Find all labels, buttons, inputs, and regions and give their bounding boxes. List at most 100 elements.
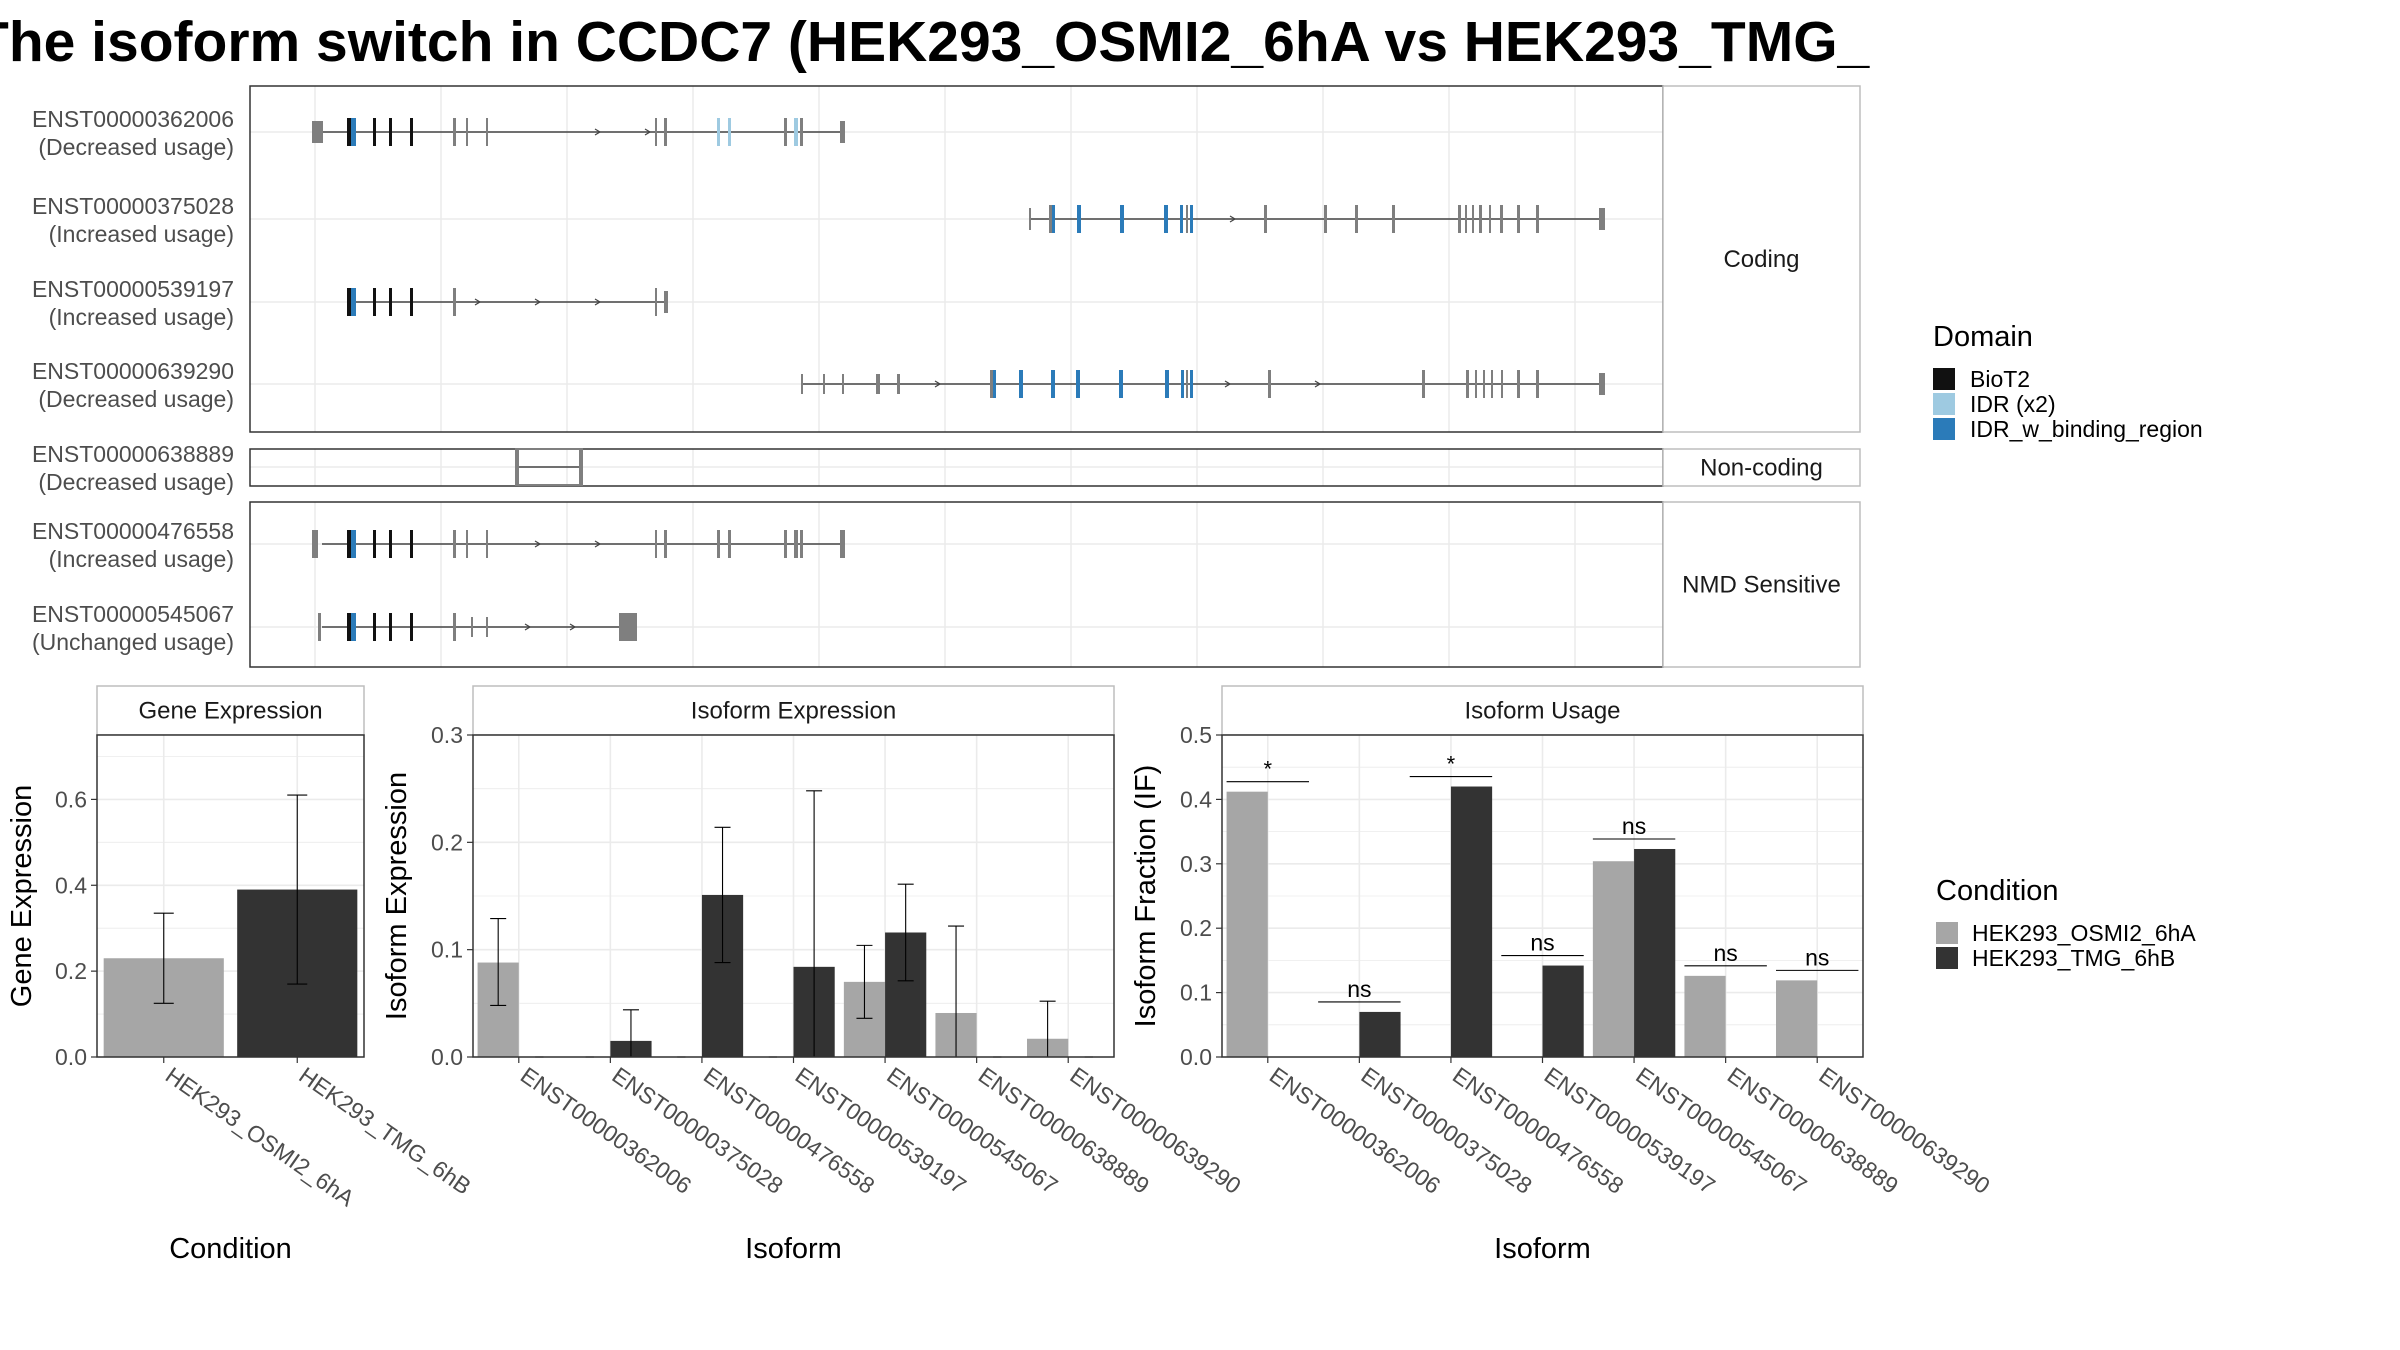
y-tick-label: 0.1 [431, 937, 463, 963]
y-tick-label: 0.0 [1180, 1044, 1212, 1070]
structure-group-strip [1662, 85, 1861, 433]
exon [466, 118, 468, 146]
domain-legend-label: BioT2 [1970, 366, 2030, 392]
exon [800, 118, 803, 146]
x-tick-label: ENST00000545067 [882, 1062, 1062, 1199]
isoform-row-ENST00000362006: ENST00000362006(Decreased usage) [32, 106, 845, 160]
exon [1599, 208, 1605, 230]
significance-label: * [1447, 752, 1456, 777]
isoform-id-label: ENST00000362006 [32, 106, 234, 132]
exon [1472, 205, 1474, 233]
panel-strip [96, 685, 365, 736]
exon [897, 374, 900, 394]
structure-group-label: NMD Sensitive [1682, 572, 1841, 599]
intron-arrow [594, 540, 602, 548]
structure-panel-background [250, 502, 1663, 667]
exon [1483, 370, 1485, 398]
exon [471, 617, 473, 637]
y-tick-label: 0.0 [431, 1044, 463, 1070]
exon [486, 118, 488, 146]
bar [1592, 861, 1635, 1057]
panel-strip-label: Isoform Expression [691, 698, 896, 725]
x-axis-title: Isoform [1494, 1233, 1591, 1265]
bar [1359, 1011, 1401, 1057]
y-tick-label: 0.4 [1180, 786, 1212, 812]
intron-arrow [524, 623, 532, 631]
y-tick-label: 0.4 [55, 872, 87, 898]
significance-label: ns [1530, 930, 1554, 956]
isoform-id-label: ENST00000539197 [32, 276, 234, 302]
x-tick-label: ENST00000545067 [1631, 1062, 1811, 1199]
domain-exon [1190, 370, 1193, 398]
domain-exon [351, 118, 356, 146]
isoform-usage-label: (Increased usage) [49, 546, 234, 572]
exon [784, 530, 787, 558]
domain-exon [389, 288, 392, 316]
x-tick-label: ENST00000476558 [699, 1062, 879, 1199]
exon [1599, 373, 1605, 395]
domain-exon [1077, 205, 1081, 233]
chart-title-text: The isoform switch in CCDC7 (HEK293_OSMI… [0, 10, 1870, 74]
exon [318, 613, 321, 641]
panel-border [96, 734, 365, 1058]
isoform-id-label: ENST00000639290 [32, 358, 234, 384]
domain-exon [1181, 370, 1184, 398]
domain-exon [373, 288, 376, 316]
y-tick-label: 0.5 [1180, 722, 1212, 748]
intron-arrow [474, 298, 482, 306]
exon [801, 374, 803, 394]
significance-label: * [1264, 757, 1273, 782]
exon [717, 530, 720, 558]
x-tick-label: ENST00000362006 [1265, 1062, 1445, 1199]
domain-legend-swatch [1933, 393, 1955, 415]
domain-legend-label: IDR_w_binding_region [1970, 416, 2203, 442]
structure-group-label: Coding [1723, 246, 1799, 273]
domain-exon [1165, 370, 1169, 398]
domain-exon [1119, 370, 1123, 398]
domain-exon [389, 530, 392, 558]
intron-arrow [1229, 215, 1237, 223]
exon [1392, 205, 1395, 233]
exon [664, 118, 667, 146]
exon [794, 530, 798, 558]
significance-label: ns [1713, 940, 1737, 966]
condition-legend-label: HEK293_OSMI2_6hA [1972, 920, 2196, 946]
exon [453, 530, 456, 558]
domain-exon [351, 613, 356, 641]
bar [1542, 965, 1584, 1057]
y-tick-label: 0.2 [431, 829, 463, 855]
domain-exon [410, 118, 413, 146]
structure-group-strip [1662, 501, 1861, 668]
y-tick-label: 0.1 [1180, 980, 1212, 1006]
x-tick-label: ENST00000638889 [974, 1062, 1154, 1199]
domain-legend-swatch [1933, 368, 1955, 390]
exon [1458, 205, 1461, 233]
exon [823, 374, 825, 394]
intron-arrow [934, 380, 942, 388]
y-tick-label: 0.2 [55, 958, 87, 984]
panel-strip [1221, 685, 1864, 736]
significance-label: ns [1805, 944, 1829, 970]
exon [312, 530, 318, 558]
isoform-row-ENST00000476558: ENST00000476558(Increased usage) [32, 518, 845, 572]
exon [579, 449, 582, 485]
domain-legend-title: Domain [1933, 321, 2033, 353]
panel-strip-label: Isoform Usage [1464, 698, 1620, 725]
domain-legend-label: IDR (x2) [1970, 391, 2056, 417]
isoform-usage-label: (Decreased usage) [38, 469, 234, 495]
domain-exon [1019, 370, 1023, 398]
domain-exon [347, 288, 351, 316]
panel-strip-label: Gene Expression [138, 698, 322, 725]
exon [1355, 205, 1358, 233]
isoform-row-ENST00000638889: ENST00000638889(Decreased usage) [32, 441, 583, 495]
domain-exon [347, 530, 351, 558]
x-tick-label: ENST00000362006 [516, 1062, 696, 1199]
x-tick-label: ENST00000375028 [607, 1062, 787, 1199]
exon [486, 617, 488, 637]
isoform-usage-label: (Decreased usage) [38, 134, 234, 160]
exon [486, 530, 488, 558]
domain-exon [1051, 370, 1055, 398]
condition-legend-swatch [1936, 947, 1958, 969]
bar [1634, 848, 1676, 1057]
